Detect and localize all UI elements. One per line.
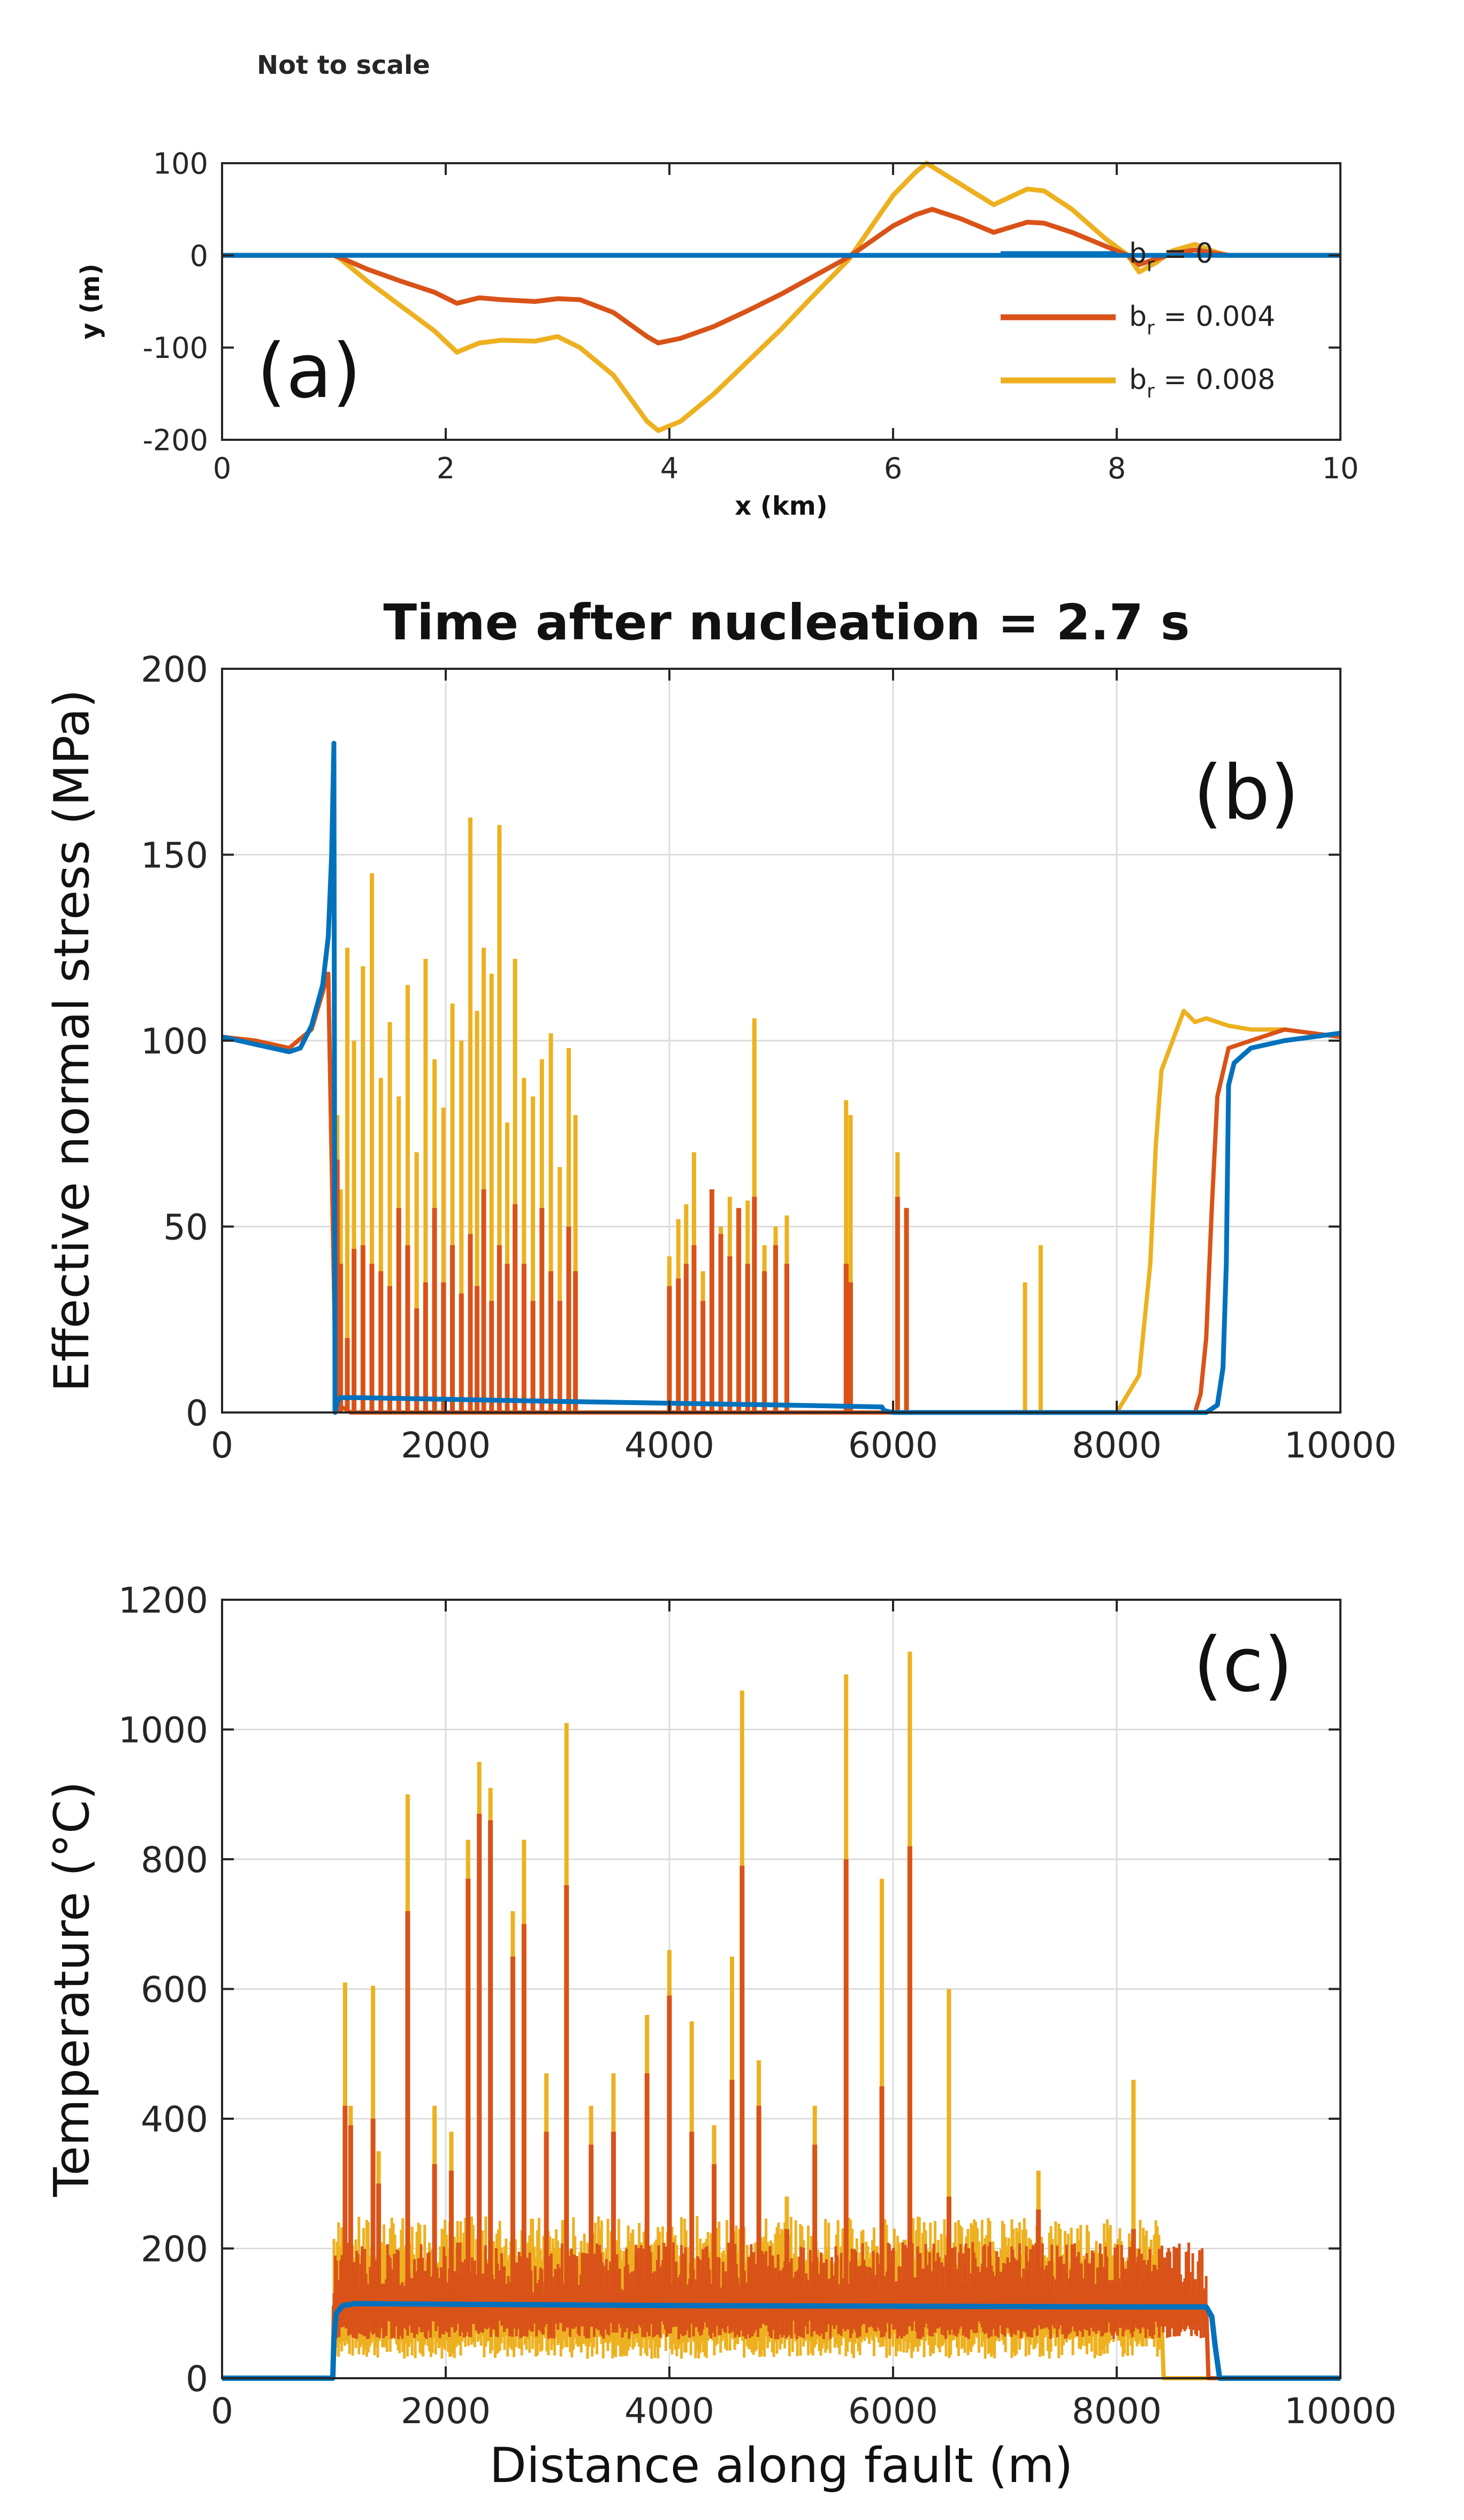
panel-b-title: Time after nucleation = 2.7 s <box>383 594 1190 651</box>
series-line-br-0-004 <box>222 207 1340 346</box>
panel-b-ytick-label: 100 <box>141 1021 208 1062</box>
panel-c-xtick-label: 6000 <box>848 2391 938 2432</box>
panel-a-axes: 0 2 4 6 8 10 -200 -100 0 100 x (km) y (m) <box>75 147 1359 521</box>
panel-b-series <box>222 740 1341 1415</box>
panel-c: 0 2000 4000 6000 8000 10000 0 200 400 600 800 1000 1… <box>44 1580 1397 2494</box>
panel-c-ytick-label: 1200 <box>118 1580 208 1621</box>
panel-b-xtick-label: 10000 <box>1284 1425 1397 1466</box>
legend-label-1: br = 0.004 <box>1129 301 1275 339</box>
panel-c-xtick-label: 2000 <box>401 2391 491 2432</box>
panel-a-label: (a) <box>257 328 361 415</box>
panel-c-ytick-label: 200 <box>141 2228 208 2270</box>
panel-c-xlabel: Distance along fault (m) <box>490 2438 1073 2494</box>
panel-b-ytick-label: 150 <box>141 835 208 876</box>
panel-a-legend: br = 0 br = 0.004 br = 0.008 <box>1001 238 1275 402</box>
panel-a-xtick-label: 10 <box>1322 452 1359 485</box>
panel-a-xtick-label: 2 <box>437 452 455 485</box>
panel-b-ytick-label: 0 <box>186 1393 208 1434</box>
panel-c-xtick-label: 4000 <box>624 2391 714 2432</box>
panel-c-ytick-label: 600 <box>141 1969 208 2010</box>
panel-a-axes-box <box>221 162 1341 441</box>
panel-c-series <box>222 1652 1340 2381</box>
series-line-br-0 <box>222 2301 1340 2381</box>
panel-a-xtick-label: 8 <box>1108 452 1126 485</box>
panel-b-xtick-label: 6000 <box>848 1425 938 1466</box>
panel-b-xtick-label: 8000 <box>1072 1425 1162 1466</box>
panel-c-ylabel: Temperature (°C) <box>44 1781 100 2197</box>
panel-a-series <box>222 161 1340 433</box>
panel-b-label: (b) <box>1193 750 1299 837</box>
legend-label-0: br = 0 <box>1129 238 1214 276</box>
panel-b-ytick-label: 200 <box>141 649 208 690</box>
panel-a: 0 2 4 6 8 10 -200 -100 0 100 x (km) y (m) Not to sc… <box>75 50 1359 521</box>
panel-a-xlabel: x (km) <box>735 491 827 521</box>
panel-b-xtick-label: 2000 <box>401 1425 491 1466</box>
panel-b-ylabel: Effective normal stress (MPa) <box>44 689 100 1392</box>
panel-b: Time after nucleation = 2.7 s 0 2000 4000 6… <box>44 594 1397 1466</box>
panel-c-ytick-label: 800 <box>141 1839 208 1881</box>
panel-c-ytick-label: 400 <box>141 2099 208 2140</box>
panel-a-xtick-label: 0 <box>213 452 231 485</box>
panel-a-ytick-label: -200 <box>142 423 208 457</box>
panel-c-xtick-label: 8000 <box>1072 2391 1162 2432</box>
panel-a-xtick-label: 6 <box>884 452 902 485</box>
panel-a-annotation: Not to scale <box>257 50 430 80</box>
panel-c-label: (c) <box>1193 1622 1293 1709</box>
panel-c-xtick-label: 0 <box>211 2391 233 2432</box>
panel-b-ytick-label: 50 <box>163 1206 208 1248</box>
legend-label-2: br = 0.008 <box>1129 364 1275 402</box>
panel-a-ytick-label: 0 <box>190 239 208 273</box>
panel-b-axes: 0 2000 4000 6000 8000 10000 0 50 100 150 200 Effect… <box>44 649 1397 1466</box>
panel-c-ytick-label: 1000 <box>118 1709 208 1751</box>
series-line-br-0-008 <box>222 161 1340 433</box>
panel-a-xtick-label: 4 <box>660 452 678 485</box>
panel-c-axes: 0 2000 4000 6000 8000 10000 0 200 400 600 800 1000 1… <box>44 1580 1397 2494</box>
panel-b-xtick-label: 4000 <box>624 1425 714 1466</box>
panel-a-ytick-label: 100 <box>153 147 208 180</box>
panel-b-xtick-label: 0 <box>211 1425 233 1466</box>
panel-a-ylabel: y (m) <box>75 264 105 340</box>
panel-c-xtick-label: 10000 <box>1284 2391 1397 2432</box>
panel-c-ytick-label: 0 <box>186 2358 208 2400</box>
panel-a-ytick-label: -100 <box>142 331 208 365</box>
